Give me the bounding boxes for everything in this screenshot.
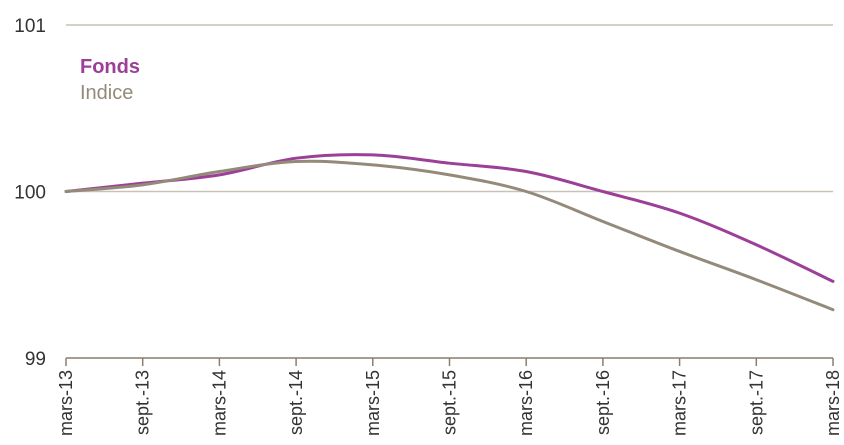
x-tick-label: sept.-16: [593, 370, 613, 435]
x-tick-label: sept.-17: [746, 370, 766, 435]
x-tick-label: mars-17: [670, 370, 690, 436]
series-group: [64, 153, 835, 312]
x-tick-label: mars-14: [209, 370, 229, 436]
y-tick-label: 99: [25, 349, 46, 370]
axes: 99 100 101 mars-13 sept.-13 mars-14 sept.-14 ma…: [14, 16, 843, 436]
gridlines: [66, 24, 833, 193]
legend: Fonds Indice: [80, 56, 140, 104]
x-tick-label: mars-16: [516, 370, 536, 436]
y-tick-label: 101: [14, 16, 46, 37]
x-tick-label: mars-15: [363, 370, 383, 436]
x-tick-label: mars-13: [56, 370, 76, 436]
legend-entry-fonds: Fonds: [80, 56, 140, 78]
x-tick-label: mars-18: [823, 370, 843, 436]
series-line-fonds: [64, 153, 835, 283]
x-tick-label: sept.-13: [133, 370, 153, 435]
x-tick-label: sept.-15: [440, 370, 460, 435]
legend-entry-indice: Indice: [80, 82, 133, 104]
series-line-indice: [64, 159, 835, 312]
y-tick-label: 100: [14, 183, 46, 204]
x-tick-label: sept.-14: [286, 370, 306, 435]
